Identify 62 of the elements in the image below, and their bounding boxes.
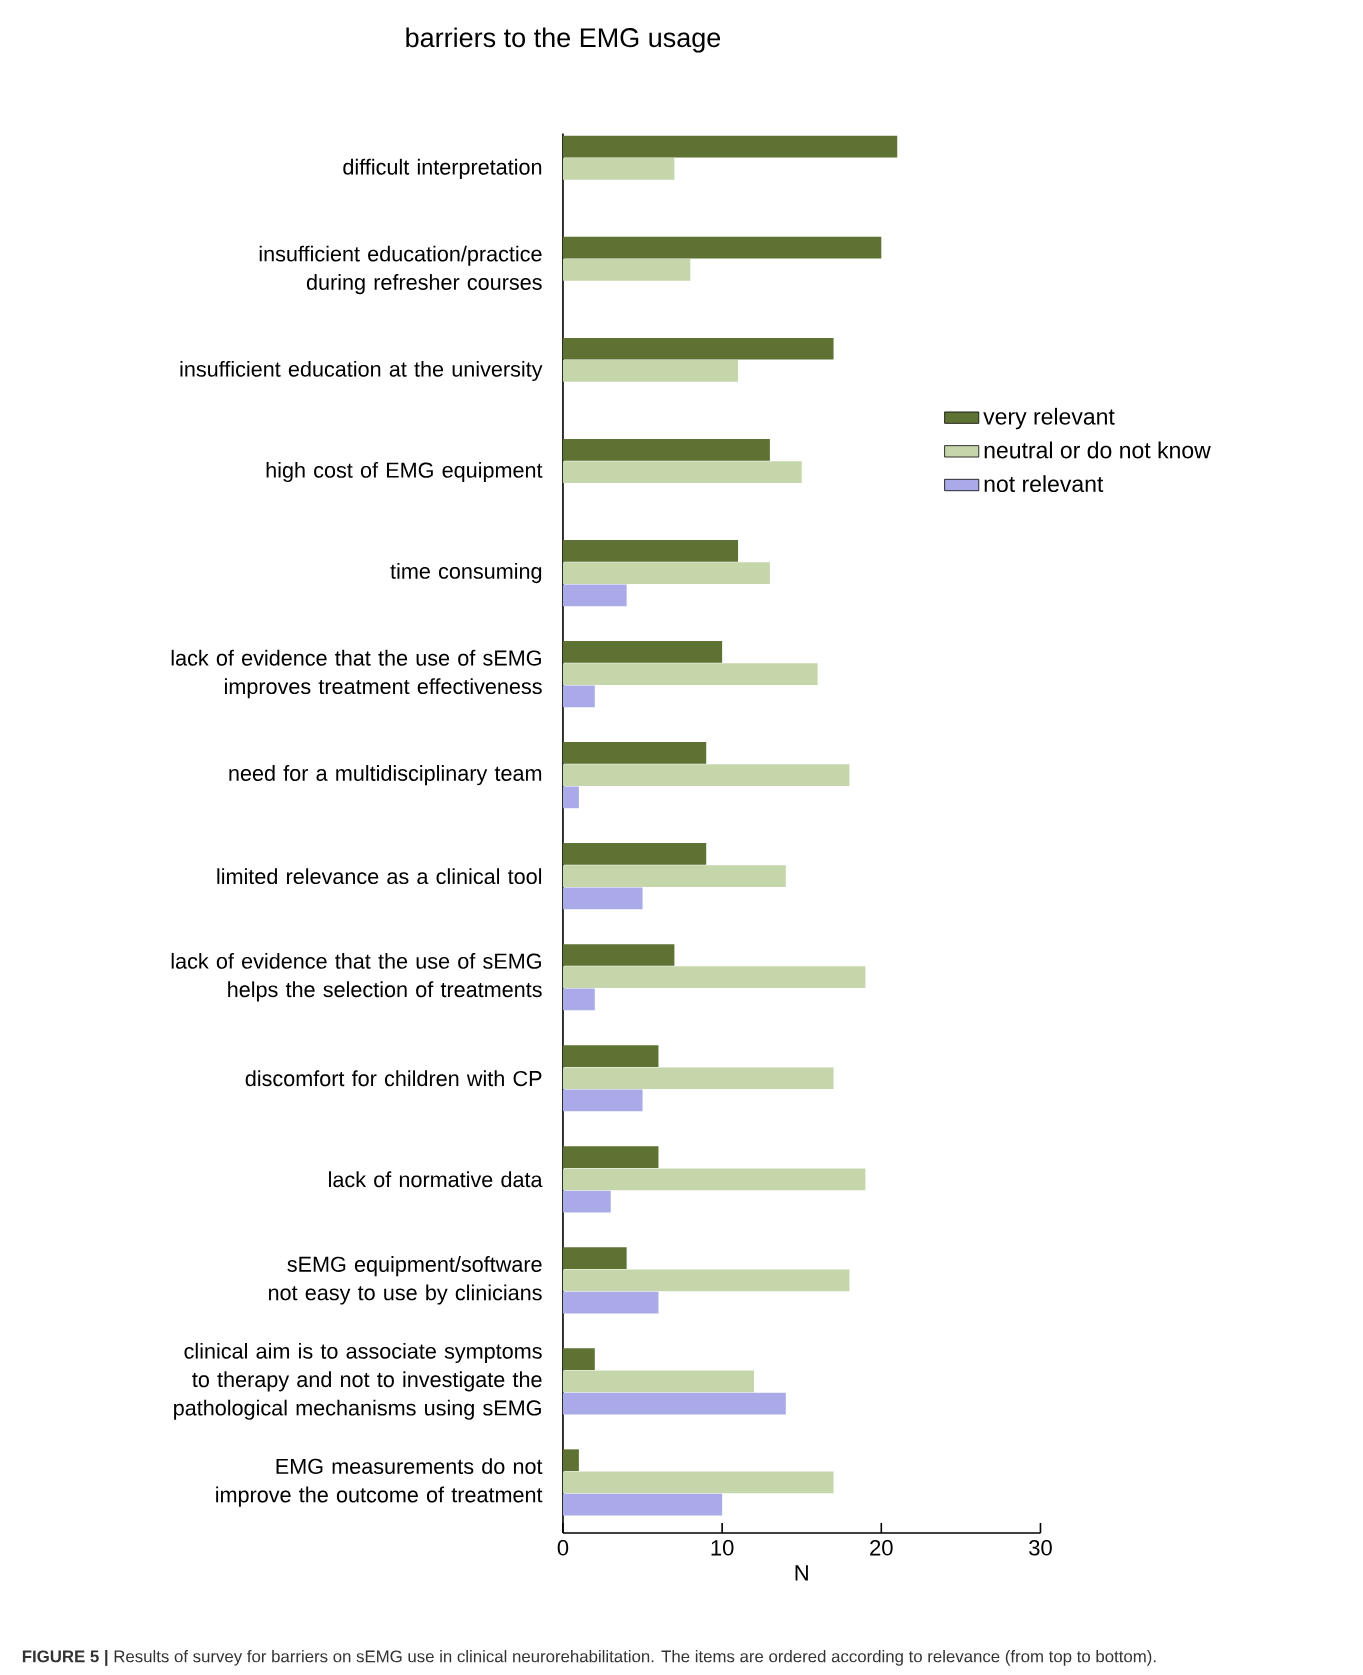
- x-tick-label: 10: [711, 1540, 734, 1556]
- bar: [562, 1348, 595, 1371]
- x-tick-label: 30: [1029, 1540, 1052, 1556]
- bar: [562, 1449, 579, 1472]
- bar: [562, 685, 595, 708]
- bar: [562, 887, 643, 910]
- bar: [562, 1269, 850, 1292]
- y-tick-label: EMG measurements do not improve the outcome of treatment: [216, 1458, 543, 1507]
- bar: [562, 584, 627, 607]
- bar: [562, 742, 707, 764]
- bar: [562, 562, 770, 584]
- y-tick-label: lack of normative data: [329, 1171, 543, 1188]
- y-tick-label: insufficient education/practice during refresher courses: [259, 245, 542, 295]
- bar: [562, 158, 675, 180]
- bar: [562, 1471, 834, 1494]
- y-tick-label: difficult interpretation: [343, 158, 542, 179]
- bar: [562, 1045, 659, 1067]
- legend-label: neutral or do not know: [984, 441, 1211, 459]
- bar: [562, 764, 850, 786]
- y-tick-label: high cost of EMG equipment: [266, 461, 543, 483]
- bar: [562, 438, 770, 461]
- bar: [562, 1493, 723, 1516]
- y-tick-label: limited relevance as a clinical tool: [217, 868, 542, 885]
- bar: [562, 461, 802, 483]
- bar: [562, 135, 898, 158]
- legend-label: not relevant: [984, 475, 1104, 493]
- y-tick-label: time consuming: [390, 562, 542, 584]
- bar: [562, 360, 739, 382]
- bar: [562, 865, 786, 888]
- y-tick-label: lack of evidence that the use of sEMG helps the selection of treatments: [171, 952, 542, 1002]
- y-tick-label: sEMG equipment/software not easy to use by clinicians: [268, 1256, 542, 1305]
- y-tick-label: discomfort for children with CP: [245, 1070, 542, 1087]
- y-tick-label: need for a multidisciplinary team: [229, 765, 542, 786]
- bar: [562, 786, 579, 809]
- bar: [562, 1291, 659, 1314]
- bar: [562, 1392, 786, 1415]
- bar: [562, 259, 691, 281]
- x-axis-title: N: [795, 1565, 808, 1581]
- bar: [562, 1067, 834, 1090]
- x-tick-label: 0: [557, 1540, 569, 1556]
- bar: [562, 1190, 611, 1213]
- legend-label: very relevant: [983, 407, 1115, 430]
- bar: [562, 1168, 866, 1191]
- bar: [562, 988, 595, 1011]
- bar: [562, 236, 882, 259]
- bar: [562, 944, 675, 966]
- bar: [562, 1370, 754, 1393]
- bar: [562, 1146, 659, 1168]
- chart-title: barriers to the EMG usage: [406, 27, 721, 53]
- bar: [562, 843, 707, 865]
- y-tick-label: lack of evidence that the use of sEMG improves treatment effectiveness: [171, 649, 542, 699]
- bar: [562, 337, 834, 360]
- bar: [562, 539, 739, 562]
- x-tick-label: 20: [870, 1540, 893, 1556]
- bar: [562, 1247, 627, 1269]
- bar: [562, 1089, 643, 1112]
- bar: [562, 966, 866, 989]
- bar: [562, 641, 723, 663]
- y-tick-label: insufficient education at the university: [180, 360, 543, 382]
- text: FIGURE 5 | Results of survey for barriers on sEMG use in clinical neurorehabilitation. The items are ordered according to relevance (from top to bottom).: [22, 1650, 1156, 1666]
- y-tick-label: clinical aim is to associate symptoms to therapy and not to investigate the pathological mechanisms using sEMG: [174, 1342, 542, 1420]
- bar: [562, 663, 818, 685]
